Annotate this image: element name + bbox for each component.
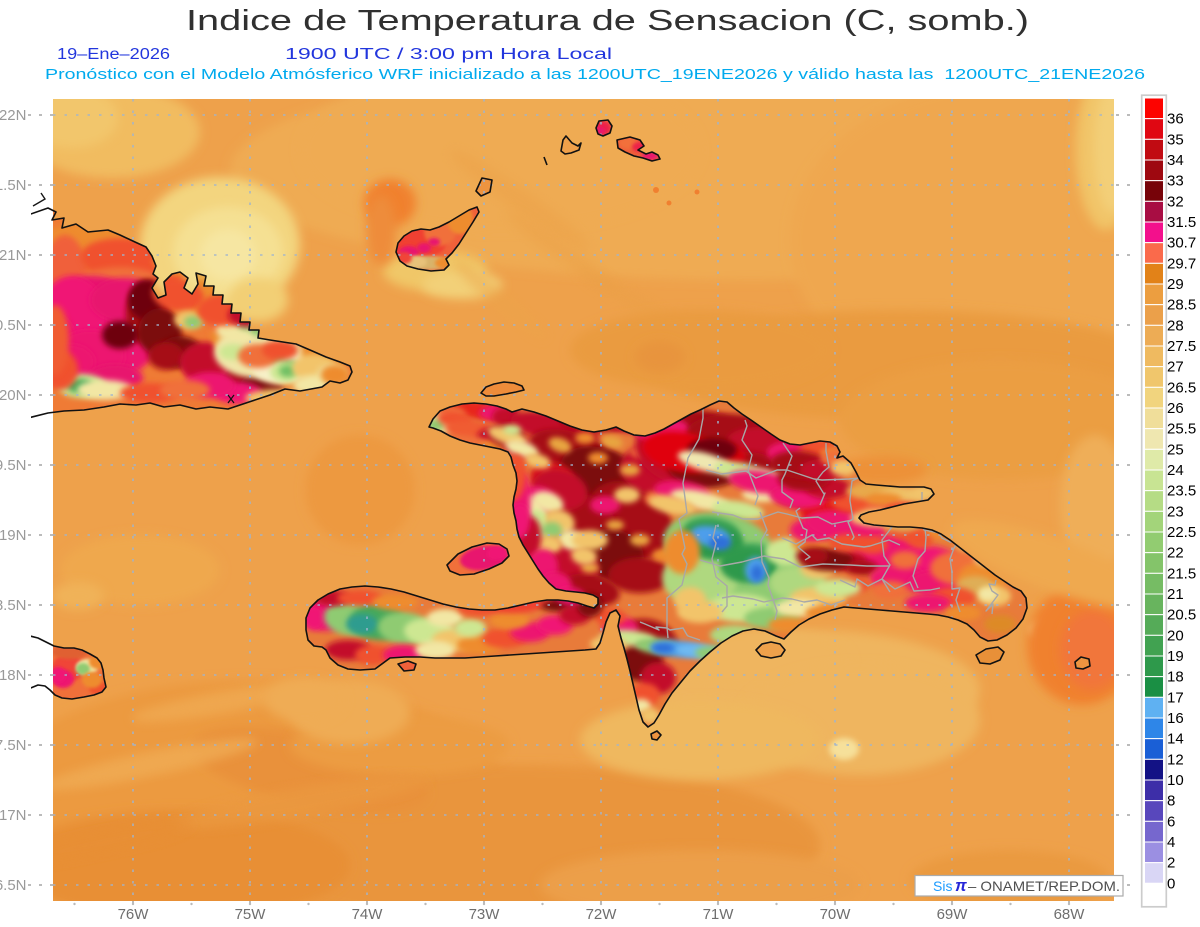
svg-text:19: 19 bbox=[1167, 648, 1184, 665]
svg-text:– ONAMET/REP.DOM.: – ONAMET/REP.DOM. bbox=[968, 878, 1120, 894]
svg-text:22: 22 bbox=[1167, 545, 1184, 562]
svg-text:20N: 20N bbox=[0, 387, 27, 404]
svg-text:71W: 71W bbox=[703, 906, 735, 923]
svg-text:24: 24 bbox=[1167, 462, 1184, 479]
svg-text:21: 21 bbox=[1167, 586, 1184, 603]
svg-text:20: 20 bbox=[1167, 627, 1184, 644]
svg-text:4: 4 bbox=[1167, 834, 1175, 851]
svg-text:31.5: 31.5 bbox=[1167, 214, 1196, 231]
svg-text:28.5: 28.5 bbox=[1167, 297, 1196, 314]
svg-text:6: 6 bbox=[1167, 813, 1175, 830]
svg-text:22.5: 22.5 bbox=[1167, 524, 1196, 541]
svg-text:Sis: Sis bbox=[933, 878, 952, 894]
svg-text:6.5N: 6.5N bbox=[0, 877, 27, 894]
svg-text:19–Ene–2026: 19–Ene–2026 bbox=[57, 46, 170, 63]
svg-text:69W: 69W bbox=[937, 906, 969, 923]
svg-text:76W: 76W bbox=[118, 906, 150, 923]
svg-text:Indice de Temperatura de Sensa: Indice de Temperatura de Sensacion (C, s… bbox=[186, 5, 1029, 37]
svg-text:9.5N: 9.5N bbox=[0, 457, 27, 474]
svg-text:18N: 18N bbox=[0, 667, 27, 684]
svg-text:12: 12 bbox=[1167, 751, 1184, 768]
svg-text:74W: 74W bbox=[352, 906, 384, 923]
svg-text:0.5N: 0.5N bbox=[0, 317, 27, 334]
svg-text:30.7: 30.7 bbox=[1167, 235, 1196, 252]
svg-text:1.5N: 1.5N bbox=[0, 177, 27, 194]
svg-text:70W: 70W bbox=[820, 906, 852, 923]
svg-text:8.5N: 8.5N bbox=[0, 597, 27, 614]
svg-text:14: 14 bbox=[1167, 731, 1184, 748]
svg-text:1900 UTC / 3:00 pm Hora Local: 1900 UTC / 3:00 pm Hora Local bbox=[285, 46, 612, 63]
svg-text:33: 33 bbox=[1167, 173, 1184, 190]
svg-text:7.5N: 7.5N bbox=[0, 737, 27, 754]
svg-text:Pronóstico con el Modelo Atmós: Pronóstico con el Modelo Atmósferico WRF… bbox=[45, 67, 1145, 83]
svg-text:29: 29 bbox=[1167, 276, 1184, 293]
svg-text:29.7: 29.7 bbox=[1167, 255, 1196, 272]
svg-text:27.5: 27.5 bbox=[1167, 338, 1196, 355]
svg-text:36: 36 bbox=[1167, 111, 1184, 128]
svg-text:8: 8 bbox=[1167, 793, 1175, 810]
svg-text:25.5: 25.5 bbox=[1167, 421, 1196, 438]
svg-text:19N: 19N bbox=[0, 527, 27, 544]
svg-text:10: 10 bbox=[1167, 772, 1184, 789]
svg-text:2: 2 bbox=[1167, 855, 1175, 872]
svg-text:17: 17 bbox=[1167, 689, 1184, 706]
svg-text:23: 23 bbox=[1167, 503, 1184, 520]
svg-text:17N: 17N bbox=[0, 807, 27, 824]
svg-text:22N: 22N bbox=[0, 107, 27, 124]
svg-text:68W: 68W bbox=[1054, 906, 1086, 923]
svg-text:28: 28 bbox=[1167, 317, 1184, 334]
svg-text:72W: 72W bbox=[586, 906, 618, 923]
svg-text:21.5: 21.5 bbox=[1167, 565, 1196, 582]
svg-text:26.5: 26.5 bbox=[1167, 379, 1196, 396]
svg-text:73W: 73W bbox=[469, 906, 501, 923]
svg-text:34: 34 bbox=[1167, 152, 1184, 169]
svg-text:20.5: 20.5 bbox=[1167, 607, 1196, 624]
svg-text:0: 0 bbox=[1167, 875, 1175, 892]
svg-text:75W: 75W bbox=[235, 906, 267, 923]
svg-text:35: 35 bbox=[1167, 131, 1184, 148]
svg-text:32: 32 bbox=[1167, 193, 1184, 210]
svg-text:27: 27 bbox=[1167, 359, 1184, 376]
svg-text:16: 16 bbox=[1167, 710, 1184, 727]
svg-text:18: 18 bbox=[1167, 669, 1184, 686]
svg-text:23.5: 23.5 bbox=[1167, 483, 1196, 500]
svg-text:26: 26 bbox=[1167, 400, 1184, 417]
svg-text:25: 25 bbox=[1167, 441, 1184, 458]
svg-text:π: π bbox=[955, 877, 967, 895]
svg-text:21N: 21N bbox=[0, 247, 27, 264]
